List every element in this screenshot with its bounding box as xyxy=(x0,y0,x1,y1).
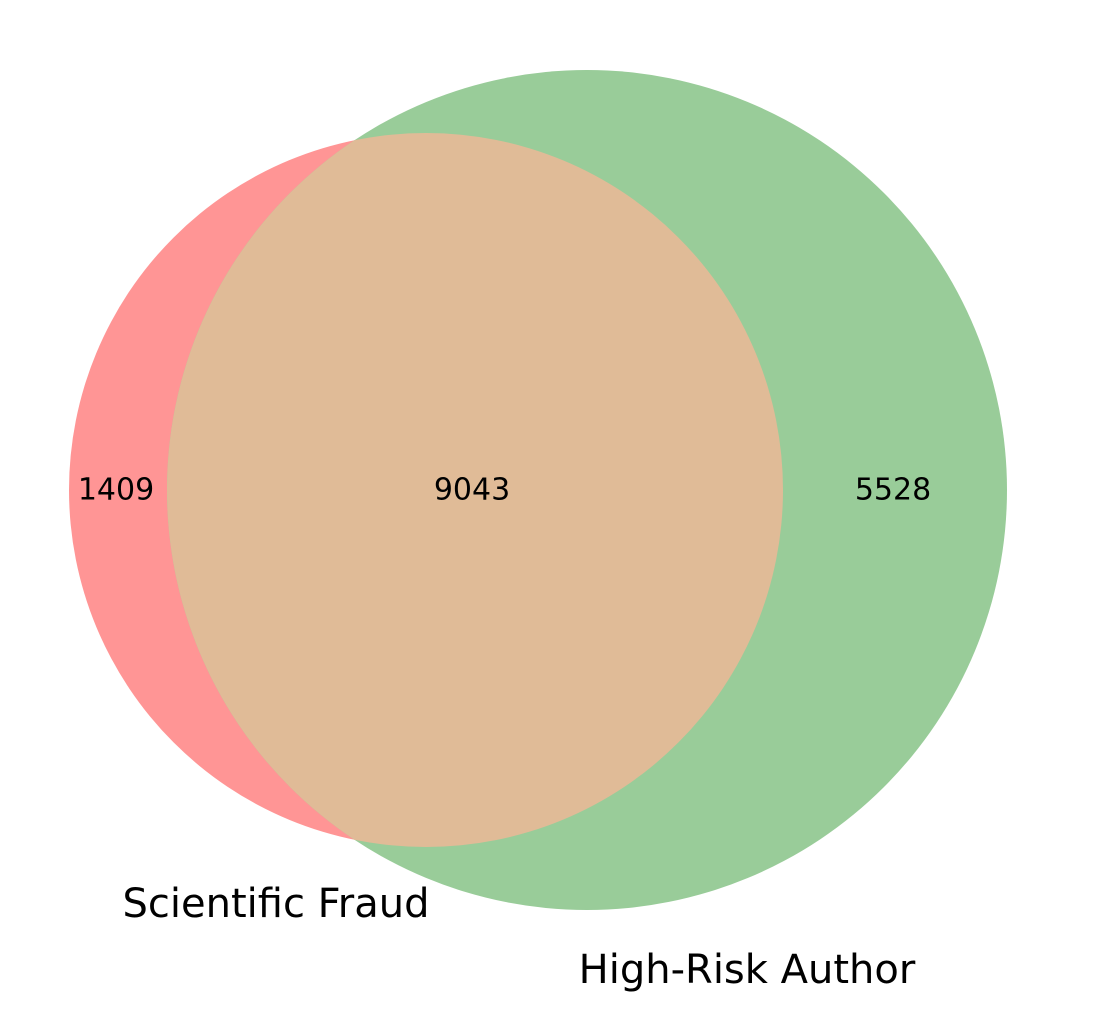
only-scientific-fraud-count: 1409 xyxy=(78,473,154,508)
set-label-scientific-fraud: Scientific Fraud xyxy=(123,881,430,927)
intersection-count: 9043 xyxy=(434,473,510,508)
set-label-high-risk-author: High-Risk Author xyxy=(579,947,916,993)
only-high-risk-author-count: 5528 xyxy=(855,473,931,508)
intersection-region xyxy=(167,133,783,847)
